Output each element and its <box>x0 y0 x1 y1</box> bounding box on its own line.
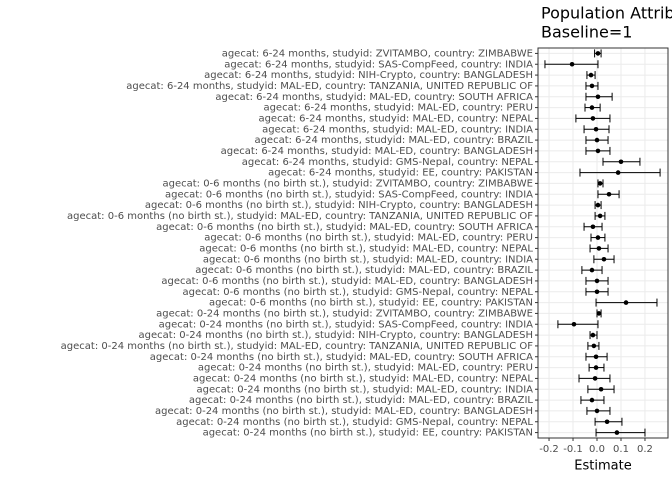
point <box>594 289 600 295</box>
x-tick-label: 0.2 <box>637 444 653 455</box>
y-tick-label: agecat: 6-24 months, studyid: MAL-ED, co… <box>258 113 533 124</box>
y-tick-label: agecat: 0-6 months (no birth st.), study… <box>182 287 533 298</box>
point <box>595 51 601 56</box>
point <box>598 386 604 392</box>
point <box>571 321 577 327</box>
y-tick-label: agecat: 0-6 months (no birth st.), study… <box>195 265 533 276</box>
y-tick-label: agecat: 6-24 months, studyid: MAL-ED, co… <box>254 135 533 146</box>
y-tick-label: agecat: 0-24 months (no birth st.), stud… <box>150 352 533 363</box>
x-tick-label: 0.1 <box>613 444 629 455</box>
point <box>594 408 600 414</box>
y-tick-label: agecat: 0-6 months (no birth st.), study… <box>209 298 533 309</box>
point <box>594 137 600 143</box>
point <box>591 343 597 349</box>
point <box>623 300 629 305</box>
panel-border <box>537 47 669 439</box>
y-tick-label: agecat: 6-24 months, studyid: MAL-ED, co… <box>263 103 533 114</box>
y-tick-label: agecat: 0-24 months (no birth st.), stud… <box>193 373 534 384</box>
y-tick-label: agecat: 6-24 months, studyid: MAL-ED, co… <box>221 146 533 157</box>
point <box>589 105 595 110</box>
y-tick-label: agecat: 0-6 months (no birth st.), study… <box>67 211 533 222</box>
point <box>596 246 602 251</box>
panel <box>538 48 668 438</box>
y-tick-label: agecat: 0-24 months (no birth st.), stud… <box>197 384 534 395</box>
y-tick-label: agecat: 6-24 months, studyid: GMS-Nepal,… <box>242 157 534 168</box>
y-tick-label: agecat: 0-6 months (no birth st.), study… <box>162 178 533 189</box>
point <box>592 376 598 381</box>
point <box>595 148 601 154</box>
y-tick-label: agecat: 0-24 months (no birth st.), stud… <box>203 428 533 439</box>
y-tick-label: agecat: 0-6 months (no birth st.), study… <box>199 243 533 254</box>
point <box>597 181 603 186</box>
y-tick-label: agecat: 0-6 months (no birth st.), study… <box>203 254 533 265</box>
y-tick-label: agecat: 0-6 months (no birth st.), study… <box>145 200 533 211</box>
y-tick-label: agecat: 0-24 months (no birth st.), stud… <box>159 319 534 330</box>
y-tick-label: agecat: 0-24 months (no birth st.), stud… <box>176 417 533 428</box>
y-tick-label: agecat: 0-24 months (no birth st.), stud… <box>198 363 533 374</box>
x-axis-label: Estimate <box>574 459 631 474</box>
point <box>597 213 603 219</box>
point <box>594 278 600 284</box>
y-tick-label: agecat: 6-24 months, studyid: MAL-ED, co… <box>262 124 533 135</box>
point <box>595 235 601 240</box>
point <box>589 267 595 273</box>
point <box>596 311 602 316</box>
point <box>589 397 595 403</box>
point <box>590 332 596 338</box>
y-tick-label: agecat: 6-24 months, studyid: EE, countr… <box>268 168 533 179</box>
y-tick-label: agecat: 0-24 months (no birth st.), stud… <box>155 406 533 417</box>
y-tick-label: agecat: 0-24 months (no birth st.), stud… <box>61 341 534 352</box>
y-tick-label: agecat: 6-24 months, studyid: MAL-ED, co… <box>126 81 533 92</box>
point <box>569 61 575 67</box>
y-tick-label: agecat: 0-24 months (no birth st.), stud… <box>139 330 533 341</box>
point <box>606 191 612 197</box>
point <box>588 72 594 78</box>
y-tick-label: agecat: 6-24 months, studyid: SAS-CompFe… <box>224 59 533 70</box>
y-tick-label: agecat: 6-24 months, studyid: MAL-ED, co… <box>215 92 533 103</box>
y-tick-label: agecat: 0-24 months (no birth st.), stud… <box>156 308 533 319</box>
point <box>601 256 607 262</box>
y-tick-label: agecat: 0-6 months (no birth st.), study… <box>204 233 533 244</box>
y-tick-label: agecat: 6-24 months, studyid: ZVITAMBO, … <box>222 48 533 59</box>
point <box>595 202 601 208</box>
chart-title: Population Attrib <box>541 4 672 23</box>
point <box>604 419 610 425</box>
y-tick-label: agecat: 6-24 months, studyid: NIH-Crypto… <box>204 70 533 81</box>
x-tick-label: 0.0 <box>589 444 605 455</box>
y-tick-label: agecat: 0-6 months (no birth st.), study… <box>161 276 533 287</box>
point <box>593 365 599 370</box>
point <box>590 116 596 121</box>
point <box>618 159 624 165</box>
x-tick-label: -0.2 <box>539 444 559 455</box>
point <box>593 126 599 132</box>
point <box>589 83 595 89</box>
point <box>614 430 620 435</box>
point <box>615 170 621 175</box>
y-tick-label: agecat: 0-24 months (no birth st.), stud… <box>189 395 534 406</box>
point <box>593 354 599 360</box>
point <box>595 94 601 100</box>
y-tick-label: agecat: 0-6 months (no birth st.), study… <box>165 189 533 200</box>
chart-subtitle: Baseline=1 <box>541 23 632 42</box>
point <box>590 224 596 230</box>
y-tick-label: agecat: 0-6 months (no birth st.), study… <box>156 222 533 233</box>
x-tick-label: -0.1 <box>563 444 583 455</box>
